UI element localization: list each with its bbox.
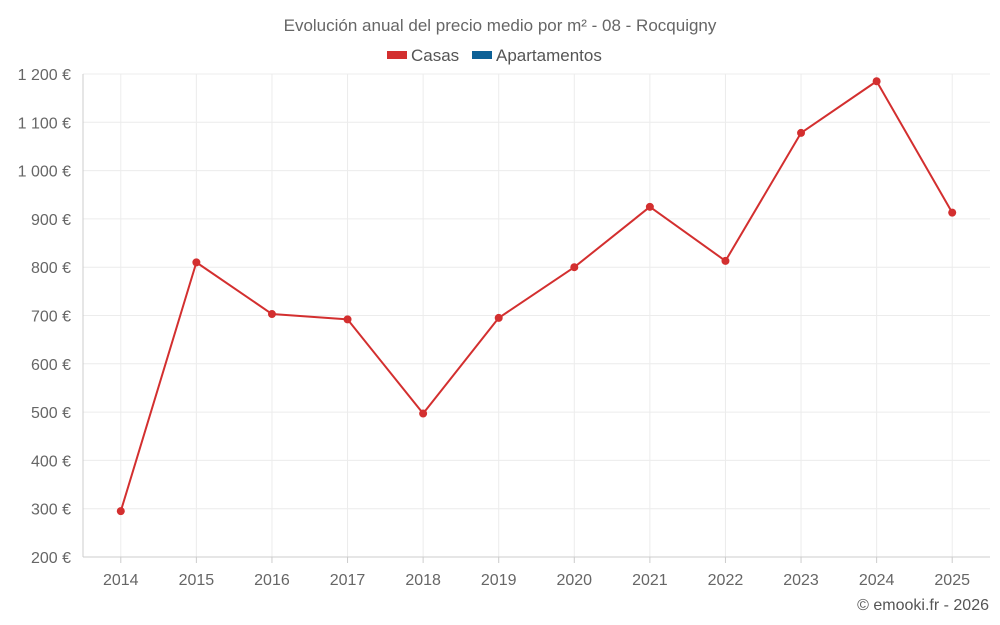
data-point[interactable] <box>116 507 125 516</box>
data-point[interactable] <box>494 313 503 322</box>
y-tick-label: 1 100 € <box>18 115 71 132</box>
legend-label-1[interactable]: Casas <box>411 46 459 65</box>
data-point[interactable] <box>721 256 730 265</box>
y-tick-label: 300 € <box>31 502 71 519</box>
y-tick-label: 200 € <box>31 550 71 567</box>
y-tick-label: 600 € <box>31 357 71 374</box>
y-tick-label: 1 000 € <box>18 164 71 181</box>
y-tick-label: 1 200 € <box>18 67 71 84</box>
x-tick-label: 2024 <box>859 572 895 589</box>
x-tick-label: 2019 <box>481 572 517 589</box>
copyright-footer: © emooki.fr - 2026 <box>857 597 989 614</box>
data-point[interactable] <box>570 263 579 272</box>
y-tick-label: 500 € <box>31 405 71 422</box>
legend: Casas Apartamentos <box>387 46 602 65</box>
x-tick-label: 2023 <box>783 572 819 589</box>
x-tick-label: 2020 <box>556 572 592 589</box>
legend-swatch-1[interactable] <box>387 51 407 59</box>
series-layer <box>116 77 957 516</box>
y-tick-label: 700 € <box>31 309 71 326</box>
data-point[interactable] <box>192 258 201 267</box>
x-tick-label: 2022 <box>708 572 744 589</box>
x-tick-label: 2018 <box>405 572 441 589</box>
x-tick-label: 2017 <box>330 572 366 589</box>
x-tick-label: 2025 <box>934 572 970 589</box>
data-point[interactable] <box>419 409 428 418</box>
x-tick-label: 2021 <box>632 572 668 589</box>
y-axis: 200 € 300 € 400 € 500 € 600 € 700 € 800 € 900 €… <box>18 67 84 567</box>
data-point[interactable] <box>797 128 806 137</box>
y-tick-label: 900 € <box>31 212 71 229</box>
x-tick-label: 2015 <box>179 572 215 589</box>
grid-lines <box>83 73 990 557</box>
x-tick-label: 2016 <box>254 572 290 589</box>
x-tick-label: 2014 <box>103 572 139 589</box>
data-point[interactable] <box>645 202 654 211</box>
series-line-casas <box>119 80 954 512</box>
data-point[interactable] <box>267 310 276 319</box>
legend-swatch-2[interactable] <box>472 51 492 59</box>
data-point[interactable] <box>948 208 957 217</box>
data-point[interactable] <box>343 315 352 324</box>
data-point[interactable] <box>872 77 881 86</box>
chart-title: Evolución anual del precio medio por m² … <box>284 16 717 35</box>
y-tick-label: 800 € <box>31 260 71 277</box>
x-axis: 2014 2015 2016 2017 2018 2019 2020 2021 2022 2023… <box>83 556 990 589</box>
y-tick-label: 400 € <box>31 453 71 470</box>
legend-label-2[interactable]: Apartamentos <box>496 46 602 65</box>
